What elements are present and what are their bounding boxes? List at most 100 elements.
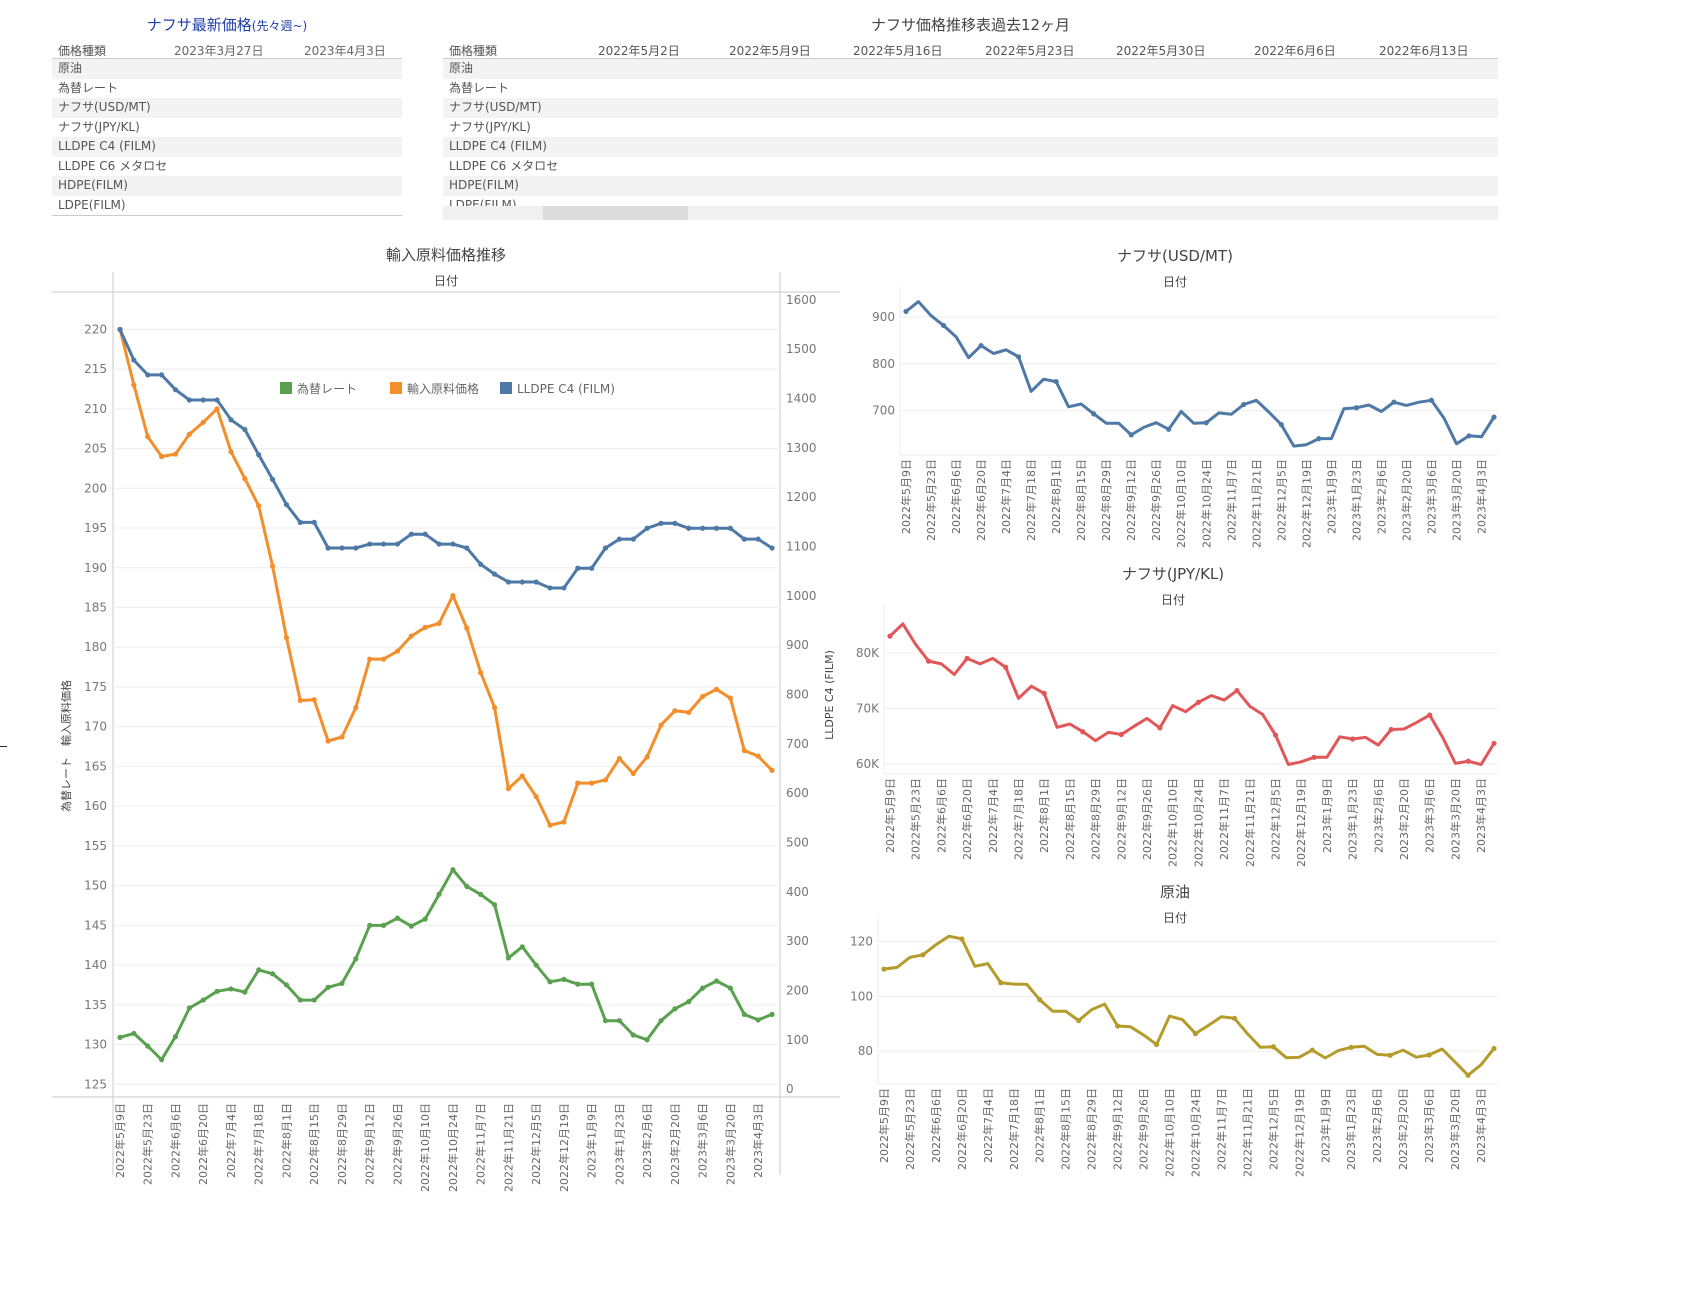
data-point — [450, 541, 456, 547]
data-point — [214, 406, 220, 412]
y-tick-label: 190 — [84, 561, 107, 575]
header-date[interactable]: 2022年5月9日 — [729, 44, 811, 58]
data-point — [630, 1032, 636, 1038]
data-point — [1350, 736, 1356, 742]
data-point — [1353, 405, 1359, 411]
data-point — [131, 357, 137, 363]
x-tick-label: 2022年8月15日 — [1063, 778, 1077, 860]
header-date[interactable]: 2023年3月27日 — [174, 44, 264, 58]
data-point — [925, 658, 932, 664]
data-point — [256, 967, 262, 973]
history-table-horizontal-scrollbar[interactable] — [443, 206, 1498, 220]
data-point — [186, 1005, 192, 1011]
x-tick-label: 2022年10月10日 — [1166, 778, 1180, 867]
x-tick-label: 2022年11月7日 — [1224, 459, 1238, 541]
x-tick-label: 2022年12月19日 — [1294, 778, 1308, 867]
x-axis-header: 日付 — [434, 274, 458, 288]
x-tick-label: 2022年5月9日 — [883, 778, 897, 853]
header-date[interactable]: 2023年4月3日 — [304, 44, 386, 58]
chart-title: 原油 — [1160, 883, 1190, 901]
header-date[interactable]: 2022年6月13日 — [1379, 44, 1469, 58]
x-tick-label: 2022年5月9日 — [113, 1103, 127, 1178]
x-tick-label: 2022年6月6日 — [929, 1088, 943, 1163]
data-point — [602, 545, 609, 551]
data-point — [353, 956, 359, 962]
row-label: ナフサ(USD/MT) — [449, 100, 542, 114]
y-tick-label: 200 — [84, 481, 107, 495]
latest-table-body: 原油 為替レート ナフサ(USD/MT) ナフサ(JPY/KL) LLDPE C4 (F… — [52, 59, 402, 216]
data-point — [755, 753, 761, 759]
y-axis-title: 為替レート 輸入原料価格 — [59, 680, 73, 812]
header-date[interactable]: 2022年5月23日 — [985, 44, 1075, 58]
data-point — [1387, 1052, 1393, 1058]
chart-title: ナフサ(JPY/KL) — [1122, 565, 1224, 583]
data-point — [478, 561, 484, 567]
x-tick-label: 2022年5月9日 — [877, 1088, 891, 1163]
x-tick-label: 2022年6月6日 — [934, 778, 948, 853]
data-point — [283, 501, 290, 508]
header-date[interactable]: 2022年6月6日 — [1254, 44, 1336, 58]
data-point — [242, 427, 248, 433]
naphtha-usd-chart: ナフサ(USD/MT) 日付 700 800 900 2022年5月9日 2022年5月23… — [872, 247, 1498, 548]
data-point — [561, 819, 567, 825]
table-row: ナフサ(USD/MT) — [52, 98, 402, 118]
y2-tick-label: 0 — [786, 1082, 794, 1096]
data-point — [505, 786, 512, 792]
data-point — [589, 780, 595, 786]
data-point — [519, 944, 525, 950]
y2-tick-label: 1000 — [786, 589, 817, 603]
x-tick-label: 2023年1月9日 — [1320, 778, 1334, 853]
data-point — [1388, 726, 1394, 733]
x-tick-label: 2023年1月9日 — [585, 1103, 599, 1178]
data-point — [172, 1034, 179, 1040]
header-price-type[interactable]: 価格種類 — [58, 44, 107, 58]
header-price-type[interactable]: 価格種類 — [449, 44, 498, 58]
series-line — [905, 300, 1496, 448]
y-tick-label: 160 — [84, 799, 107, 813]
data-point — [1491, 414, 1497, 420]
scrollbar-thumb[interactable] — [543, 206, 688, 220]
data-point — [422, 624, 428, 630]
data-point — [1053, 378, 1059, 385]
legend-swatch — [280, 382, 292, 394]
y2-tick-label: 400 — [786, 885, 809, 899]
x-tick-label: 2022年10月24日 — [1199, 459, 1213, 548]
header-date[interactable]: 2022年5月2日 — [598, 44, 680, 58]
x-tick-label: 2023年4月3日 — [1474, 459, 1488, 534]
data-point — [422, 916, 428, 922]
y2-tick-label: 500 — [786, 835, 809, 849]
data-point — [367, 922, 373, 928]
x-tick-label: 2023年3月6日 — [1422, 1088, 1436, 1163]
x-axis-header: 日付 — [1163, 911, 1187, 925]
legend-swatch — [500, 382, 512, 394]
row-label: 原油 — [58, 61, 83, 75]
x-tick-label: 2022年7月4日 — [999, 459, 1013, 534]
data-point — [478, 891, 484, 897]
x-tick-label: 2023年3月6日 — [696, 1103, 710, 1178]
x-tick-label: 2022年9月12日 — [1111, 1088, 1125, 1170]
data-point — [491, 571, 498, 577]
x-tick-label: 2022年10月24日 — [446, 1103, 460, 1192]
data-point — [1203, 420, 1209, 426]
y-tick-label: 800 — [872, 357, 895, 371]
data-point — [1466, 433, 1472, 439]
data-point — [644, 525, 650, 531]
x-tick-label: 2022年11月7日 — [474, 1103, 488, 1185]
data-point — [311, 519, 317, 525]
data-point — [561, 976, 567, 982]
x-tick-label: 2022年11月7日 — [1217, 778, 1231, 860]
data-point — [616, 755, 623, 762]
header-date[interactable]: 2022年5月16日 — [853, 44, 943, 58]
data-point — [547, 822, 553, 828]
header-date[interactable]: 2022年5月30日 — [1116, 44, 1206, 58]
y2-tick-label: 200 — [786, 983, 809, 997]
x-tick-label: 2023年4月3日 — [1474, 778, 1488, 853]
x-tick-label: 2022年8月29日 — [1085, 1088, 1099, 1170]
row-label: LLDPE C4 (FILM) — [449, 139, 547, 153]
data-point — [1076, 1017, 1082, 1024]
data-point — [1128, 432, 1134, 438]
data-point — [117, 1034, 123, 1040]
data-point — [1391, 399, 1397, 405]
x-tick-label: 2022年12月5日 — [1266, 1088, 1280, 1170]
